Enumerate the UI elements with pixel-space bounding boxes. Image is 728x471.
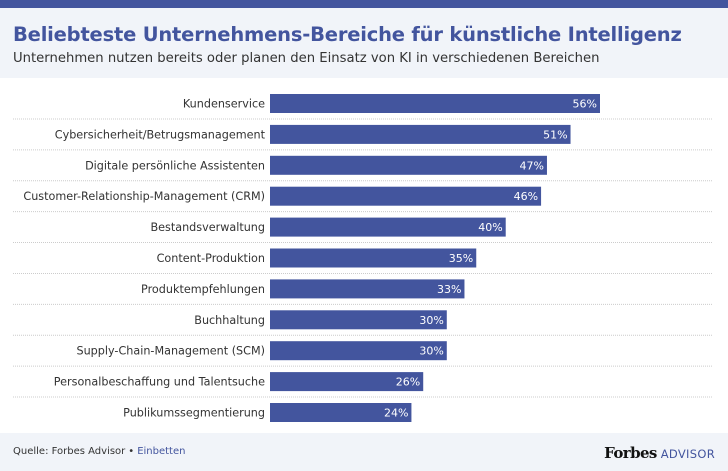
- bar: [270, 186, 542, 206]
- category-label: Cybersicherheit/Betrugsmanagement: [55, 128, 266, 141]
- data-label: 24%: [384, 407, 408, 420]
- bar-chart-svg: Kundenservice 56% Cybersicherheit/Betrugsm…: [13, 94, 712, 422]
- chart-title: Beliebteste Unternehmens-Bereiche für kü…: [13, 23, 682, 46]
- category-label: Buchhaltung: [194, 314, 265, 327]
- brand-forbes: Forbes: [604, 444, 657, 462]
- bar: [270, 403, 412, 422]
- data-label: 26%: [396, 376, 420, 389]
- category-label: Personalbeschaffung und Talentsuche: [54, 376, 265, 389]
- bar: [270, 372, 424, 392]
- data-label: 56%: [573, 98, 597, 111]
- chart-header: Beliebteste Unternehmens-Bereiche für kü…: [0, 8, 728, 78]
- category-label: Kundenservice: [183, 98, 265, 111]
- source-line: Quelle: Forbes Advisor • Einbetten: [13, 446, 185, 457]
- category-label: Customer-Relationship-Management (CRM): [23, 190, 265, 203]
- bar: [270, 341, 447, 361]
- top-accent-bar: [0, 0, 728, 8]
- embed-link[interactable]: Einbetten: [137, 446, 186, 457]
- bar: [270, 279, 465, 299]
- source-separator: •: [128, 446, 135, 457]
- bar: [270, 217, 506, 237]
- category-label: Publikumssegmentierung: [123, 407, 265, 420]
- brand-advisor: ADVISOR: [660, 447, 715, 461]
- data-label: 40%: [478, 221, 502, 234]
- data-label: 30%: [419, 345, 443, 358]
- bar-chart: Kundenservice 56% Cybersicherheit/Betrugsm…: [0, 78, 728, 433]
- bar: [270, 94, 600, 113]
- category-label: Bestandsverwaltung: [150, 221, 265, 234]
- category-label: Produktempfehlungen: [141, 283, 265, 296]
- category-label: Content-Produktion: [157, 252, 265, 265]
- data-label: 47%: [520, 159, 544, 172]
- chart-subtitle: Unternehmen nutzen bereits oder planen d…: [13, 51, 600, 66]
- source-label: Quelle: Forbes Advisor: [13, 446, 126, 457]
- category-label: Supply-Chain-Management (SCM): [76, 345, 265, 358]
- bar: [270, 248, 477, 268]
- bar: [270, 124, 571, 144]
- forbes-advisor-logo: Forbes ADVISOR: [604, 443, 715, 462]
- data-label: 46%: [514, 190, 538, 203]
- bar: [270, 310, 447, 330]
- bar: [270, 155, 547, 175]
- data-label: 33%: [437, 283, 461, 296]
- data-label: 51%: [543, 128, 567, 141]
- category-label: Digitale persönliche Assistenten: [85, 159, 265, 172]
- data-label: 30%: [419, 314, 443, 327]
- data-label: 35%: [449, 252, 473, 265]
- chart-footer: Quelle: Forbes Advisor • Einbetten Forbes A…: [0, 433, 728, 471]
